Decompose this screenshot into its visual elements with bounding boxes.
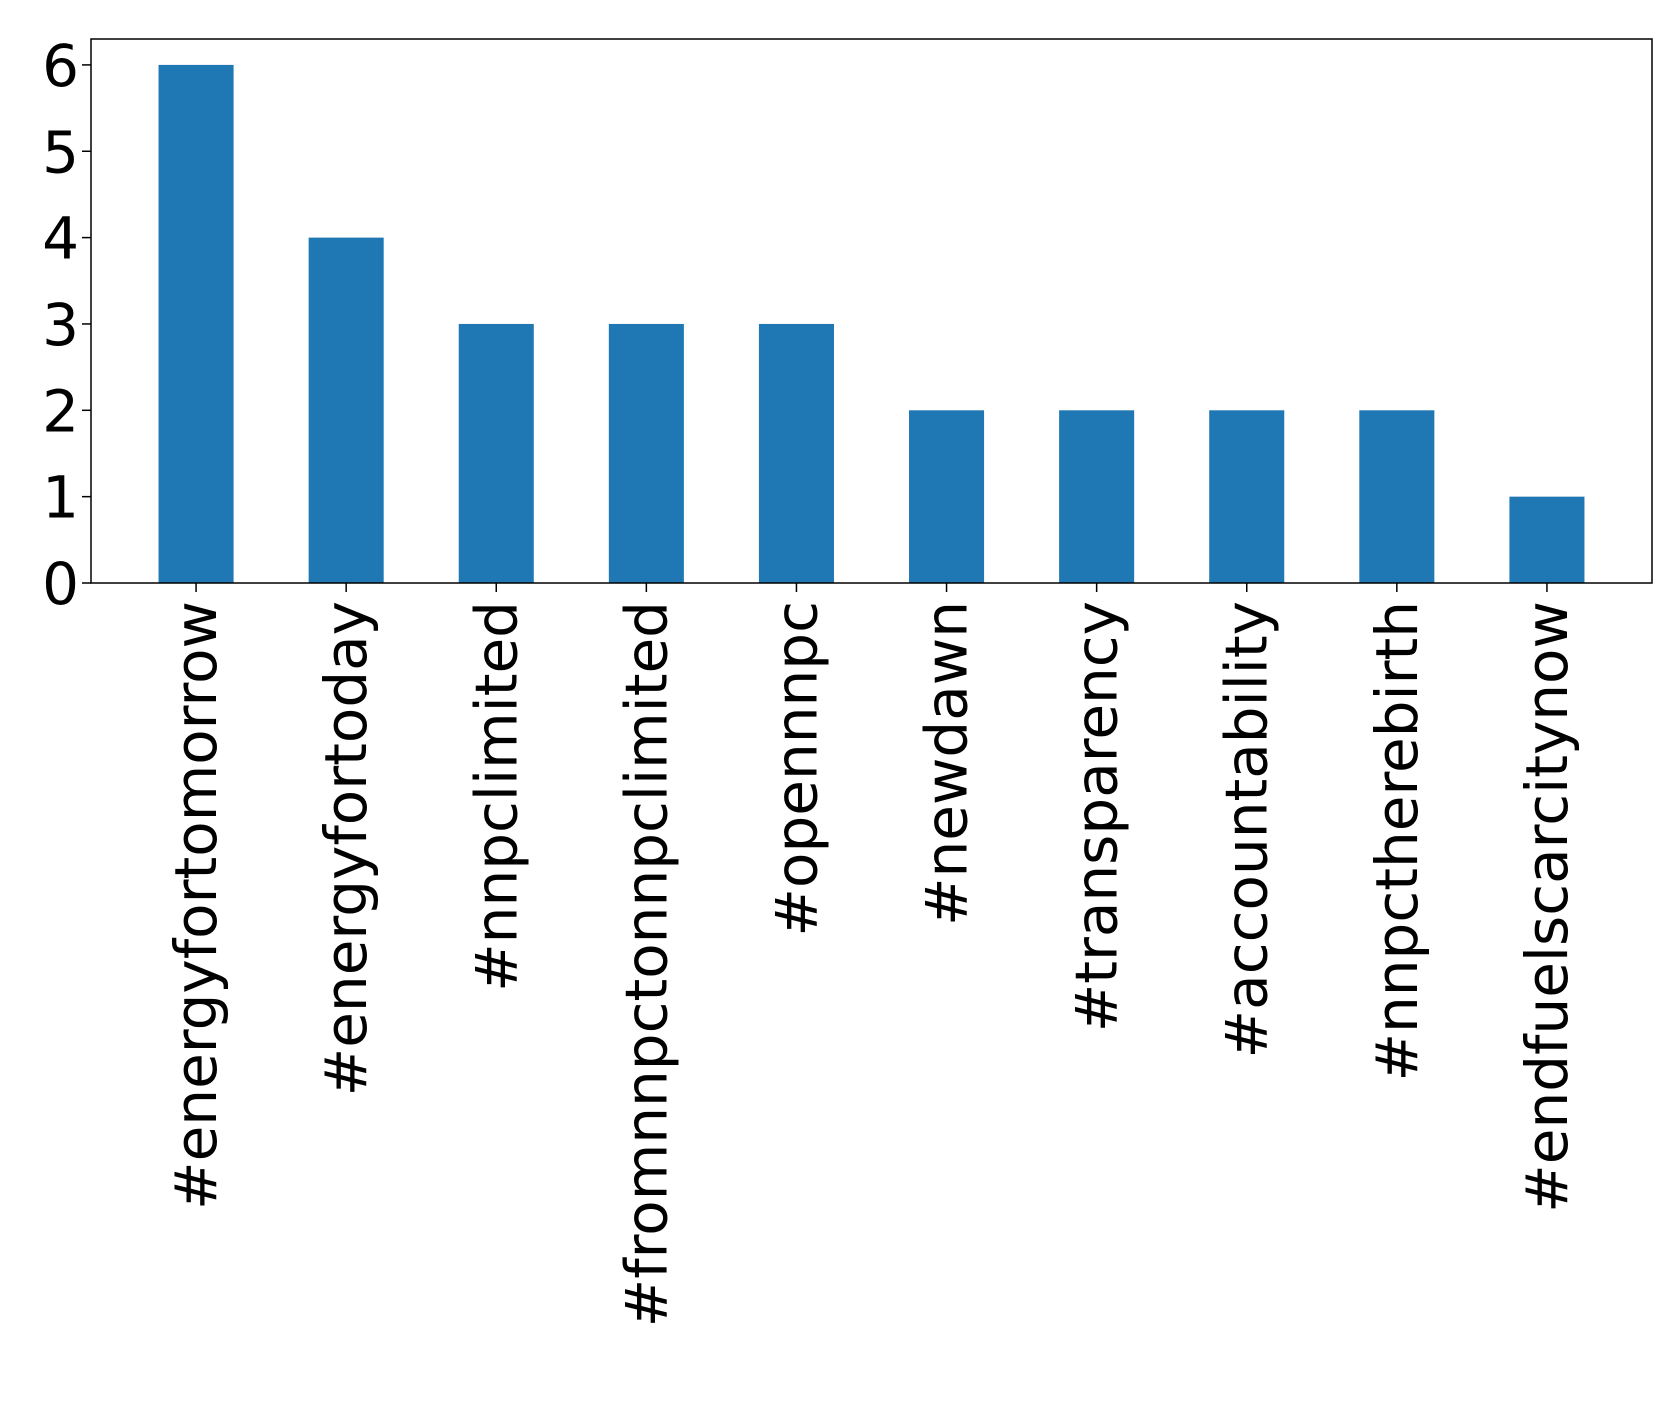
- x-tick-label: #fromnnpctonnpclimited: [612, 601, 680, 1327]
- bar: [1059, 410, 1135, 583]
- bar: [458, 323, 534, 583]
- bar: [608, 323, 684, 583]
- bars-group: [158, 64, 1585, 583]
- x-tick-label: #energyfortomorrow: [162, 601, 230, 1210]
- y-tick-label: 4: [42, 205, 79, 273]
- x-tick-label: #nnpctherebirth: [1363, 601, 1431, 1082]
- y-tick-label: 0: [42, 550, 79, 618]
- y-tick-label: 5: [42, 118, 79, 186]
- x-tick-label: #nnpclimited: [462, 601, 530, 992]
- x-tick-label: #accountability: [1213, 601, 1281, 1058]
- bar: [308, 237, 384, 583]
- x-tick-label: #opennnpc: [762, 601, 830, 937]
- y-tick-label: 6: [42, 32, 79, 100]
- bar: [1209, 410, 1285, 583]
- bar: [1509, 496, 1585, 583]
- y-axis: 0 1 2 3 4 5 6: [42, 32, 91, 618]
- x-axis: #energyfortomorrow #energyfortoday #nnpcli…: [162, 583, 1581, 1327]
- x-tick-label: #transparency: [1063, 601, 1131, 1032]
- x-tick-label: #newdawn: [913, 601, 981, 926]
- bar: [758, 323, 834, 583]
- y-tick-label: 1: [42, 464, 79, 532]
- y-tick-label: 2: [42, 377, 79, 445]
- y-tick-label: 3: [42, 291, 79, 359]
- bar: [909, 410, 985, 583]
- x-tick-label: #endfuelscarcitynow: [1513, 601, 1581, 1213]
- bar: [158, 64, 234, 583]
- x-tick-label: #energyfortoday: [312, 601, 380, 1096]
- bar: [1359, 410, 1435, 583]
- plot-frame: [90, 38, 1653, 584]
